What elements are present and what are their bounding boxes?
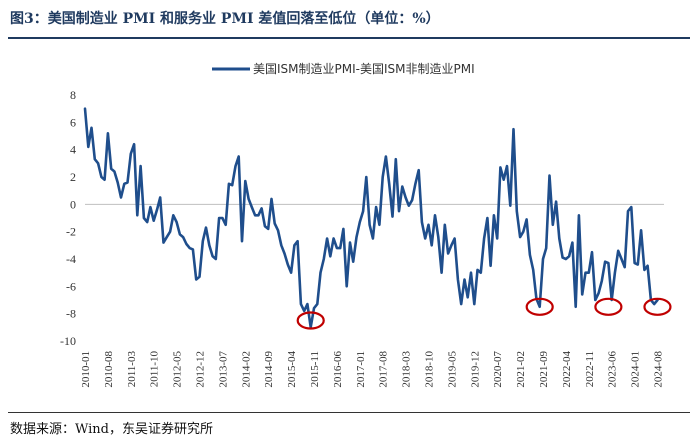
x-tick-label: 2021-02 (515, 351, 527, 388)
x-tick-label: 2011-03 (126, 351, 138, 388)
highlight-ellipse (594, 297, 623, 316)
y-tick-label: 8 (70, 88, 76, 102)
x-tick-label: 2013-07 (217, 351, 229, 388)
source-note: 数据来源：Wind，东吴证券研究所 (10, 422, 213, 437)
y-tick-label: -10 (60, 334, 76, 348)
footer-divider (8, 412, 690, 413)
y-tick-label: -6 (66, 279, 76, 293)
legend-label: 美国ISM制造业PMI-美国ISM非制造业PMI (253, 62, 475, 76)
highlight-ellipse (525, 297, 554, 316)
x-tick-label: 2016-06 (332, 351, 344, 388)
y-tick-label: 0 (70, 197, 76, 211)
x-tick-label: 2019-12 (469, 351, 481, 388)
x-tick-label: 2018-03 (401, 351, 413, 388)
x-tick-label: 2014-09 (263, 351, 275, 388)
x-tick-label: 2017-08 (378, 351, 390, 388)
series-line (83, 107, 659, 329)
series-group (83, 107, 659, 329)
highlight-ellipse (296, 311, 325, 330)
legend: 美国ISM制造业PMI-美国ISM非制造业PMI (212, 62, 475, 76)
x-tick-label: 2022-04 (561, 351, 573, 388)
x-tick-label: 2020-07 (492, 351, 504, 388)
x-tick-label: 2024-08 (652, 351, 664, 388)
x-tick-label: 2010-01 (80, 351, 92, 388)
x-tick-label: 2010-08 (103, 351, 115, 388)
x-tick-label: 2021-09 (538, 351, 550, 388)
x-tick-label: 2017-01 (355, 351, 367, 388)
x-tick-label: 2019-05 (446, 351, 458, 388)
x-tick-label: 2012-12 (194, 351, 206, 388)
x-tick-label: 2015-04 (286, 351, 298, 388)
highlight-group (296, 297, 672, 330)
x-tick-label: 2022-11 (584, 351, 596, 387)
x-tick-label: 2018-10 (423, 351, 435, 388)
x-tick-label: 2024-01 (630, 351, 642, 388)
y-tick-label: 6 (70, 115, 76, 129)
highlight-ellipse (643, 297, 672, 316)
y-tick-label: -2 (66, 225, 76, 239)
x-tick-label: 2015-11 (309, 351, 321, 387)
x-tick-label: 2011-10 (149, 351, 161, 388)
y-tick-label: 2 (70, 170, 76, 184)
figure-title: 图3：美国制造业 PMI 和服务业 PMI 差值回落至低位（单位：%） (10, 11, 440, 27)
title-divider (8, 37, 690, 39)
y-axis: 8 6 4 2 0 -2 -4 -6 -8 -10 (60, 88, 76, 348)
y-tick-label: -4 (66, 252, 76, 266)
x-axis: 2010-01 2010-08 2011-03 2011-10 2012-05 2012-… (80, 351, 664, 388)
y-tick-label: 4 (70, 143, 76, 157)
y-tick-label: -8 (66, 307, 76, 321)
x-tick-label: 2012-05 (172, 351, 184, 388)
x-tick-label: 2023-06 (607, 351, 619, 388)
x-tick-label: 2014-02 (240, 351, 252, 388)
